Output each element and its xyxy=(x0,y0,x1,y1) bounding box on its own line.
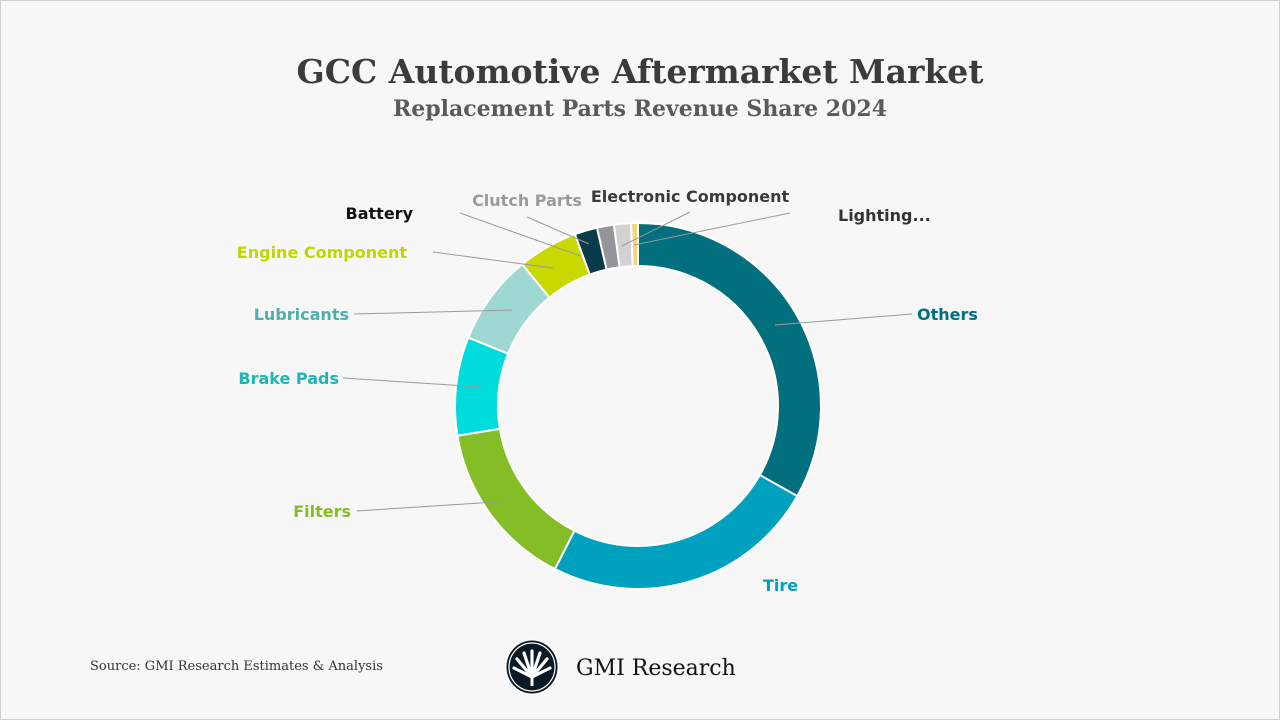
label-brake-pads: Brake Pads xyxy=(238,369,339,388)
chart-title: GCC Automotive Aftermarket Market xyxy=(296,52,984,91)
slice-filters xyxy=(456,427,576,571)
label-battery: Battery xyxy=(346,204,414,223)
label-tire: Tire xyxy=(763,576,798,595)
leader-line-brake-pads xyxy=(342,377,483,388)
label-engine-component: Engine Component xyxy=(237,243,408,262)
chart-subtitle: Replacement Parts Revenue Share 2024 xyxy=(392,96,888,122)
leader-line-others xyxy=(774,313,913,326)
leader-line-electronic-component xyxy=(621,211,691,247)
brand-name: GMI Research xyxy=(576,656,736,681)
label-lighting: Lighting... xyxy=(838,206,931,225)
leader-line-engine-component xyxy=(432,251,554,269)
leader-line-clutch-parts xyxy=(526,216,590,245)
label-clutch-parts: Clutch Parts xyxy=(472,191,582,210)
label-filters: Filters xyxy=(293,502,351,521)
label-lubricants: Lubricants xyxy=(254,305,349,324)
slice-tire xyxy=(553,473,799,590)
slice-others xyxy=(637,221,822,498)
leader-line-lubricants xyxy=(353,309,513,315)
leader-line-filters xyxy=(356,500,511,512)
gmi-logo-icon xyxy=(505,639,559,695)
label-others: Others xyxy=(917,305,978,324)
leader-line-battery xyxy=(459,212,582,257)
label-electronic-component: Electronic Component xyxy=(591,187,790,206)
source-note: Source: GMI Research Estimates & Analysi… xyxy=(90,659,383,674)
leader-line-lighting xyxy=(633,212,791,246)
